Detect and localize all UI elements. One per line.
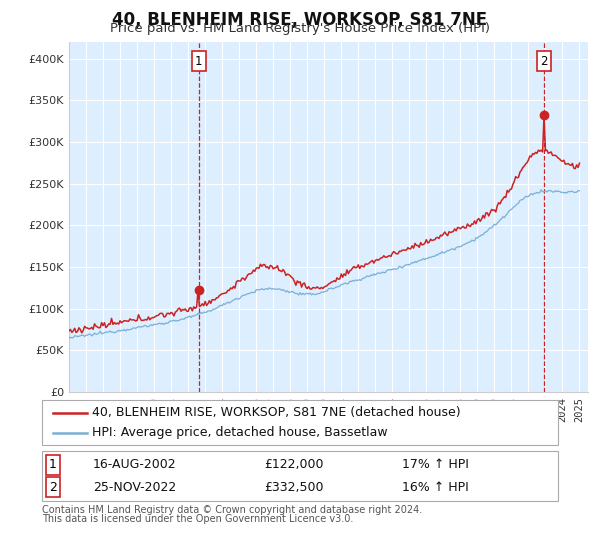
Text: HPI: Average price, detached house, Bassetlaw: HPI: Average price, detached house, Bass… [92, 426, 388, 439]
Text: £332,500: £332,500 [264, 480, 323, 493]
Text: Contains HM Land Registry data © Crown copyright and database right 2024.: Contains HM Land Registry data © Crown c… [42, 505, 422, 515]
Text: 2: 2 [49, 480, 57, 493]
Text: 17% ↑ HPI: 17% ↑ HPI [402, 459, 469, 472]
Text: This data is licensed under the Open Government Licence v3.0.: This data is licensed under the Open Gov… [42, 514, 353, 524]
Text: 40, BLENHEIM RISE, WORKSOP, S81 7NE (detached house): 40, BLENHEIM RISE, WORKSOP, S81 7NE (det… [92, 407, 460, 419]
Text: 1: 1 [195, 55, 202, 68]
Text: Price paid vs. HM Land Registry's House Price Index (HPI): Price paid vs. HM Land Registry's House … [110, 22, 490, 35]
Text: 16% ↑ HPI: 16% ↑ HPI [402, 480, 469, 493]
Text: 2: 2 [540, 55, 548, 68]
Text: 25-NOV-2022: 25-NOV-2022 [93, 480, 176, 493]
Text: 40, BLENHEIM RISE, WORKSOP, S81 7NE: 40, BLENHEIM RISE, WORKSOP, S81 7NE [112, 11, 488, 29]
Text: 16-AUG-2002: 16-AUG-2002 [93, 459, 176, 472]
Text: 1: 1 [49, 459, 57, 472]
Text: £122,000: £122,000 [264, 459, 323, 472]
